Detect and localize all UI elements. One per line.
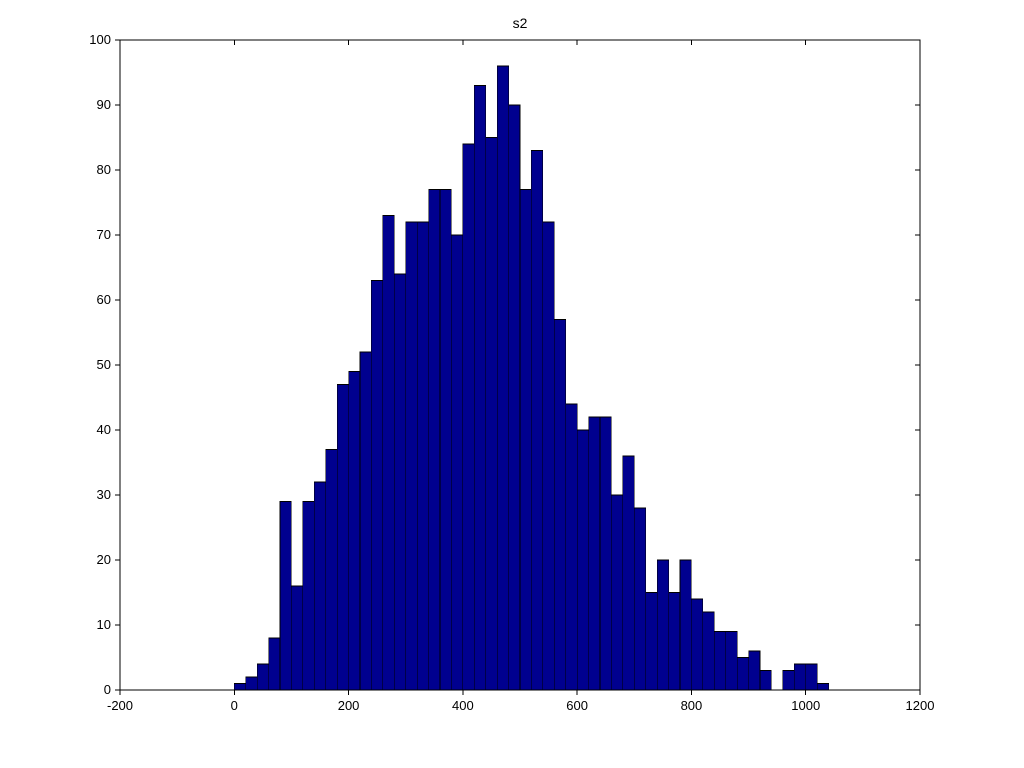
histogram-bar: [349, 372, 360, 691]
y-tick-label: 10: [97, 617, 111, 632]
histogram-bar: [246, 677, 257, 690]
x-tick-label: 0: [231, 698, 238, 713]
y-tick-label: 70: [97, 227, 111, 242]
histogram-bar: [314, 482, 325, 690]
histogram-bar: [611, 495, 622, 690]
x-tick-label: 200: [338, 698, 360, 713]
histogram-bar: [486, 138, 497, 691]
histogram-bar: [383, 216, 394, 691]
x-tick-label: 1200: [906, 698, 935, 713]
histogram-bar: [543, 222, 554, 690]
histogram-bar: [406, 222, 417, 690]
histogram-bar: [291, 586, 302, 690]
histogram-bar: [726, 632, 737, 691]
histogram-bar: [680, 560, 691, 690]
histogram-bar: [429, 190, 440, 691]
histogram-bar: [509, 105, 520, 690]
histogram-bar: [703, 612, 714, 690]
histogram-bar: [417, 222, 428, 690]
y-tick-label: 90: [97, 97, 111, 112]
y-tick-label: 50: [97, 357, 111, 372]
histogram-bar: [520, 190, 531, 691]
histogram-bar: [451, 235, 462, 690]
histogram-bar: [657, 560, 668, 690]
histogram-bar: [817, 684, 828, 691]
histogram-bar: [474, 86, 485, 691]
x-tick-label: 800: [681, 698, 703, 713]
histogram-bar: [360, 352, 371, 690]
histogram-bar: [463, 144, 474, 690]
histogram-bar: [566, 404, 577, 690]
histogram-bar: [806, 664, 817, 690]
y-tick-label: 100: [89, 32, 111, 47]
histogram-bar: [326, 450, 337, 691]
histogram-bar: [794, 664, 805, 690]
histogram-chart: -200020040060080010001200010203040506070…: [0, 0, 1024, 768]
histogram-bar: [634, 508, 645, 690]
x-tick-label: 400: [452, 698, 474, 713]
histogram-bar: [257, 664, 268, 690]
histogram-bar: [623, 456, 634, 690]
histogram-bar: [280, 502, 291, 691]
histogram-bar: [531, 151, 542, 691]
histogram-bar: [600, 417, 611, 690]
histogram-bar: [714, 632, 725, 691]
histogram-bar: [497, 66, 508, 690]
y-tick-label: 0: [104, 682, 111, 697]
histogram-bar: [691, 599, 702, 690]
histogram-bar: [577, 430, 588, 690]
histogram-bar: [440, 190, 451, 691]
histogram-bar: [269, 638, 280, 690]
y-tick-label: 60: [97, 292, 111, 307]
histogram-bar: [303, 502, 314, 691]
y-tick-label: 80: [97, 162, 111, 177]
histogram-bar: [749, 651, 760, 690]
y-tick-label: 30: [97, 487, 111, 502]
x-tick-label: 1000: [791, 698, 820, 713]
histogram-bar: [371, 281, 382, 691]
histogram-bar: [760, 671, 771, 691]
chart-title: s2: [513, 15, 528, 31]
x-tick-label: -200: [107, 698, 133, 713]
histogram-bar: [337, 385, 348, 691]
y-tick-label: 40: [97, 422, 111, 437]
histogram-bar: [646, 593, 657, 691]
histogram-bar: [234, 684, 245, 691]
histogram-bar: [554, 320, 565, 691]
y-tick-label: 20: [97, 552, 111, 567]
x-tick-label: 600: [566, 698, 588, 713]
histogram-bar: [737, 658, 748, 691]
histogram-bar: [783, 671, 794, 691]
histogram-bar: [394, 274, 405, 690]
histogram-bar: [589, 417, 600, 690]
histogram-bar: [669, 593, 680, 691]
